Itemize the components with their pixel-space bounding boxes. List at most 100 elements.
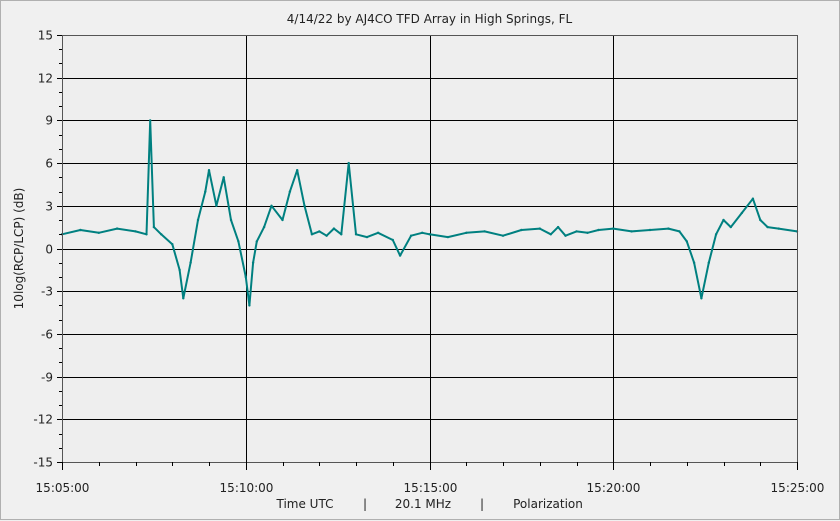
data-point <box>97 231 101 234</box>
data-point <box>597 228 600 232</box>
x-axis-label-separator-2: | <box>480 497 484 511</box>
data-point <box>678 230 681 233</box>
data-point <box>296 169 299 172</box>
data-point <box>248 304 251 307</box>
series-layer <box>60 119 799 307</box>
x-axis-label-frequency: 20.1 MHz <box>395 497 451 511</box>
x-axis-label-separator-1: | <box>363 497 367 511</box>
x-tick-label: 15:10:00 <box>220 481 274 495</box>
data-point <box>354 233 358 236</box>
data-point <box>134 230 137 233</box>
data-point <box>409 234 413 237</box>
data-point <box>549 233 552 236</box>
data-point <box>612 227 615 230</box>
y-tick-label: 3 <box>45 200 53 214</box>
x-axis-label-time: Time UTC <box>276 497 334 511</box>
data-point <box>318 230 321 233</box>
data-point <box>707 261 710 264</box>
data-point <box>229 218 233 222</box>
data-point <box>740 211 744 215</box>
data-point <box>520 228 523 232</box>
data-point <box>262 225 266 229</box>
data-point <box>575 230 578 233</box>
x-tick-label: 15:20:00 <box>587 481 641 495</box>
y-axis-label: 10log(RCP/LCP) (dB) <box>12 188 26 310</box>
data-point <box>178 268 181 272</box>
y-tick-label: 9 <box>45 114 53 128</box>
data-point <box>376 231 380 234</box>
data-point <box>182 297 185 300</box>
data-point <box>332 227 336 230</box>
data-point <box>251 261 255 264</box>
x-tick-label: 15:25:00 <box>771 481 825 495</box>
data-point <box>145 233 148 236</box>
y-tick-label: 12 <box>38 72 53 86</box>
data-point <box>700 297 703 300</box>
y-tick-label: -3 <box>41 285 53 299</box>
data-point <box>648 228 652 232</box>
y-tick-label: -6 <box>41 328 53 342</box>
data-point <box>171 243 174 246</box>
y-tick-label: 0 <box>45 243 53 257</box>
data-point <box>751 197 755 200</box>
data-point <box>160 233 163 236</box>
x-tick-label: 15:15:00 <box>404 481 458 495</box>
plot-area <box>62 35 797 462</box>
data-point <box>325 234 328 237</box>
data-point <box>310 233 314 236</box>
data-point <box>777 227 780 230</box>
chart-title: 4/14/22 by AJ4CO TFD Array in High Sprin… <box>287 12 573 26</box>
data-point <box>483 230 486 233</box>
x-tick-label: 15:05:00 <box>36 481 90 495</box>
y-tick-label: -9 <box>41 371 53 385</box>
data-point <box>237 240 240 243</box>
data-point <box>347 161 350 165</box>
data-point <box>501 234 505 237</box>
data-point <box>556 225 560 229</box>
data-point <box>428 233 431 236</box>
data-point <box>722 218 725 222</box>
data-point <box>244 275 247 279</box>
data-point <box>714 233 718 236</box>
series-line <box>61 119 798 307</box>
data-point <box>79 228 82 232</box>
data-point <box>152 225 156 229</box>
data-point <box>685 240 688 243</box>
data-point <box>115 227 119 230</box>
y-tick-label: -12 <box>33 413 53 427</box>
data-point <box>759 218 762 222</box>
data-point <box>667 227 670 230</box>
data-point <box>398 254 402 257</box>
data-point <box>207 169 211 172</box>
data-point <box>692 261 696 264</box>
data-point <box>564 234 567 237</box>
data-point <box>586 231 589 234</box>
y-tick-label: 6 <box>45 157 53 171</box>
y-tick-label: -15 <box>33 456 53 470</box>
data-point <box>204 190 207 193</box>
data-point <box>281 218 284 222</box>
data-point <box>630 230 633 233</box>
y-tick-label: 15 <box>38 29 53 43</box>
data-point <box>149 119 152 122</box>
data-point <box>270 204 273 207</box>
data-point <box>288 190 292 193</box>
data-point <box>196 218 200 222</box>
data-point <box>391 238 394 242</box>
data-point <box>303 204 306 207</box>
x-axis-label: Time UTC | 20.1 MHz | Polarization <box>276 497 583 511</box>
data-point <box>215 204 218 207</box>
data-point <box>222 176 225 179</box>
data-point <box>189 261 192 264</box>
data-point <box>729 225 732 229</box>
data-point <box>446 235 450 239</box>
axes: 15 12 9 6 3 0 -3 -6 -9 -12 -15 15:05:00 15:10:00 15:1… <box>33 29 824 496</box>
data-point <box>365 235 369 239</box>
x-axis-label-mode: Polarization <box>513 497 583 511</box>
data-point <box>465 231 468 234</box>
data-point <box>538 227 541 230</box>
data-point <box>421 231 424 234</box>
data-point <box>340 233 343 236</box>
